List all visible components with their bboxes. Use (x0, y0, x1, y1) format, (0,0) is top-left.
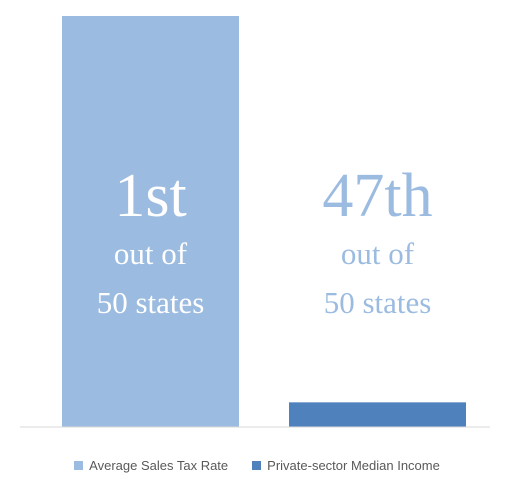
legend-swatch-series-2 (252, 461, 262, 470)
legend: Average Sales Tax Rate Private-sector Me… (0, 458, 514, 473)
bar-label-series-1-line-1: 1st (114, 162, 186, 230)
legend-swatch-series-1 (74, 461, 84, 470)
legend-item-series-2: Private-sector Median Income (252, 458, 440, 473)
bars-layer (62, 16, 466, 427)
legend-label-series-2: Private-sector Median Income (267, 458, 440, 473)
bar-series-1 (62, 16, 239, 427)
legend-label-series-1: Average Sales Tax Rate (89, 458, 229, 473)
legend-item-series-1: Average Sales Tax Rate (74, 458, 228, 473)
bar-label-series-2-line-1: 47th (322, 162, 432, 230)
bar-label-series-1-line-2: out of (114, 236, 188, 271)
bar-label-series-1-line-3: 50 states (97, 285, 205, 320)
bar-label-series-2-line-3: 50 states (324, 285, 432, 320)
bar-label-series-2-line-2: out of (341, 236, 415, 271)
bar-series-2 (289, 402, 466, 427)
bar-labels-layer: 1st out of 50 states 47th out of 50 states (97, 162, 433, 320)
